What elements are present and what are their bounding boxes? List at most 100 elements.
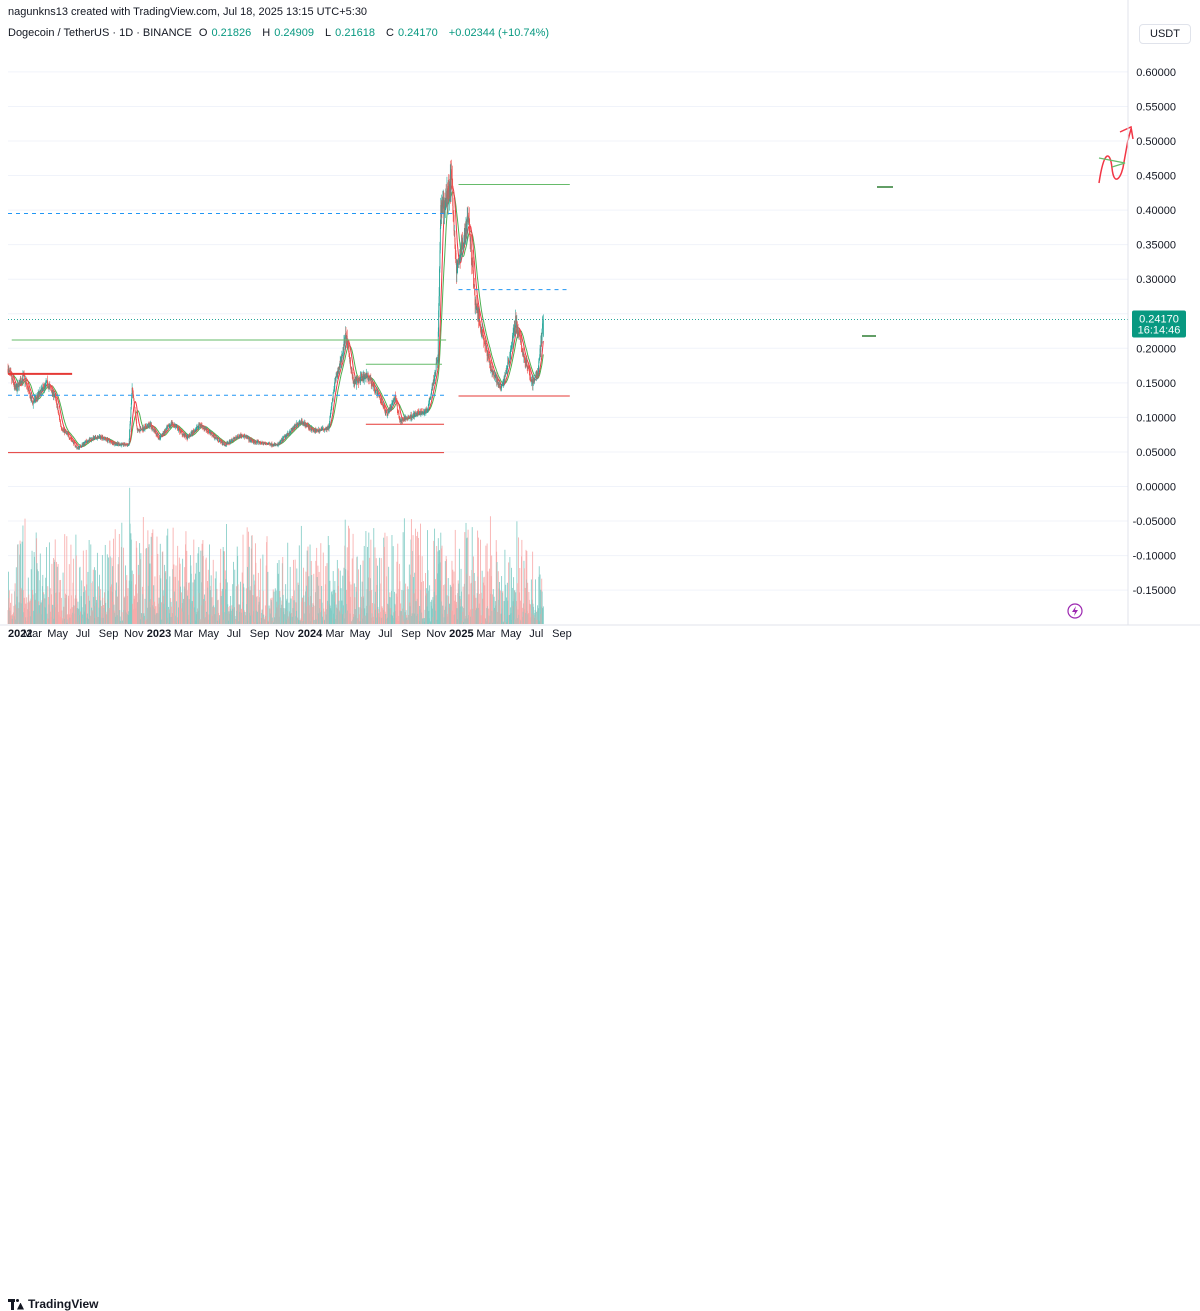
y-tick-label: 0.50000 xyxy=(1136,136,1176,148)
volume-bar xyxy=(245,612,246,624)
candle-body xyxy=(85,442,86,443)
volume-bar xyxy=(472,527,473,624)
candle-body xyxy=(501,386,502,388)
candle-body xyxy=(493,372,494,376)
volume-bar xyxy=(267,572,268,624)
volume-bar xyxy=(167,529,168,624)
volume-bar xyxy=(195,574,196,624)
volume-bar xyxy=(442,606,443,624)
volume-bar xyxy=(468,530,469,624)
volume-bar xyxy=(25,519,26,624)
annotations xyxy=(862,127,1133,618)
candle-body xyxy=(84,443,85,444)
volume-bar xyxy=(423,581,424,624)
volume-bar xyxy=(33,611,34,624)
lightning-icon xyxy=(1068,604,1082,618)
footer: TradingView xyxy=(0,647,1200,669)
candle-body xyxy=(136,422,137,426)
y-tick-label: 0.05000 xyxy=(1136,447,1176,459)
y-tick-label: -0.05000 xyxy=(1133,516,1176,528)
tradingview-logo[interactable]: TradingView xyxy=(8,1297,98,1311)
volume-bar xyxy=(313,574,314,624)
candle-body xyxy=(473,270,474,285)
x-tick-label: May xyxy=(198,628,219,640)
volume-bar xyxy=(252,535,253,624)
y-tick-label: 0.20000 xyxy=(1136,343,1176,355)
volume-bar xyxy=(467,538,468,624)
volume-bar xyxy=(543,606,544,624)
candle-body xyxy=(317,429,318,430)
volume-bar xyxy=(189,582,190,624)
y-tick-label: 0.15000 xyxy=(1136,378,1176,390)
volume-bar xyxy=(234,570,235,624)
candle-body xyxy=(152,427,153,429)
volume-bar xyxy=(15,583,16,624)
candle-body xyxy=(168,426,169,427)
volume-bar xyxy=(387,536,388,624)
volume-bar xyxy=(208,570,209,624)
candle-body xyxy=(439,269,440,297)
y-tick-label: 0.40000 xyxy=(1136,205,1176,217)
volume-bar xyxy=(177,546,178,624)
y-tick-label: 0.60000 xyxy=(1136,67,1176,79)
candle-body xyxy=(471,244,472,260)
volume-bar xyxy=(247,567,248,624)
volume-bar xyxy=(293,600,294,624)
candle-body xyxy=(333,392,334,400)
candle-body xyxy=(459,261,460,265)
candle-body xyxy=(140,431,141,432)
y-tick-label: 0.45000 xyxy=(1136,171,1176,183)
volume-bar xyxy=(422,556,423,624)
volume-bar xyxy=(315,561,316,624)
volume-bar xyxy=(174,592,175,624)
volume-bar xyxy=(121,523,122,624)
volume-bar xyxy=(518,537,519,624)
volume-bar xyxy=(310,545,311,624)
volume-bar xyxy=(260,559,261,624)
target-arrow-path xyxy=(1099,129,1131,183)
candle-body xyxy=(487,351,488,355)
x-tick-label: Nov xyxy=(426,628,446,640)
volume-bar xyxy=(298,583,299,624)
volume-bar xyxy=(370,540,371,624)
y-tick-label: 0.10000 xyxy=(1136,412,1176,424)
target-arrow-head xyxy=(1120,127,1133,139)
volume-bar xyxy=(273,589,274,624)
x-tick-label: Jul xyxy=(227,628,241,640)
volume-bar xyxy=(296,568,297,624)
candle-body xyxy=(151,424,152,427)
volume-bar xyxy=(362,582,363,624)
candle-body xyxy=(187,436,188,439)
volume-bar xyxy=(279,560,280,624)
candle-body xyxy=(130,409,131,417)
volume-bar xyxy=(485,546,486,624)
volume-bar xyxy=(464,532,465,624)
x-tick-label: Jul xyxy=(378,628,392,640)
volume-bar xyxy=(257,612,258,624)
volume-bar xyxy=(226,524,227,624)
volume-bar xyxy=(209,544,210,624)
y-tick-label: -0.10000 xyxy=(1133,551,1176,563)
candle-body xyxy=(115,443,116,444)
candle-body xyxy=(504,374,505,379)
candle-body xyxy=(218,438,219,441)
volume-bar xyxy=(94,567,95,624)
volume-bar xyxy=(408,589,409,624)
volume-bar xyxy=(140,559,141,624)
candle-body xyxy=(202,426,203,428)
volume-bar xyxy=(411,519,412,624)
candle-body xyxy=(519,333,520,335)
volume-bar xyxy=(497,562,498,624)
volume-bar xyxy=(115,529,116,624)
volume-bar xyxy=(287,543,288,624)
price-chart[interactable]: 0.600000.550000.500000.450000.400000.350… xyxy=(0,0,1200,669)
volume-bar xyxy=(381,558,382,624)
x-tick-label: 2023 xyxy=(147,628,171,640)
volume-bar xyxy=(22,542,23,624)
volume-bar xyxy=(442,546,443,624)
volume-bar xyxy=(157,537,158,624)
price-tag-countdown: 16:14:46 xyxy=(1138,324,1181,336)
candle-body xyxy=(134,405,135,407)
volume-bar xyxy=(360,565,361,624)
volume-bar xyxy=(238,604,239,624)
